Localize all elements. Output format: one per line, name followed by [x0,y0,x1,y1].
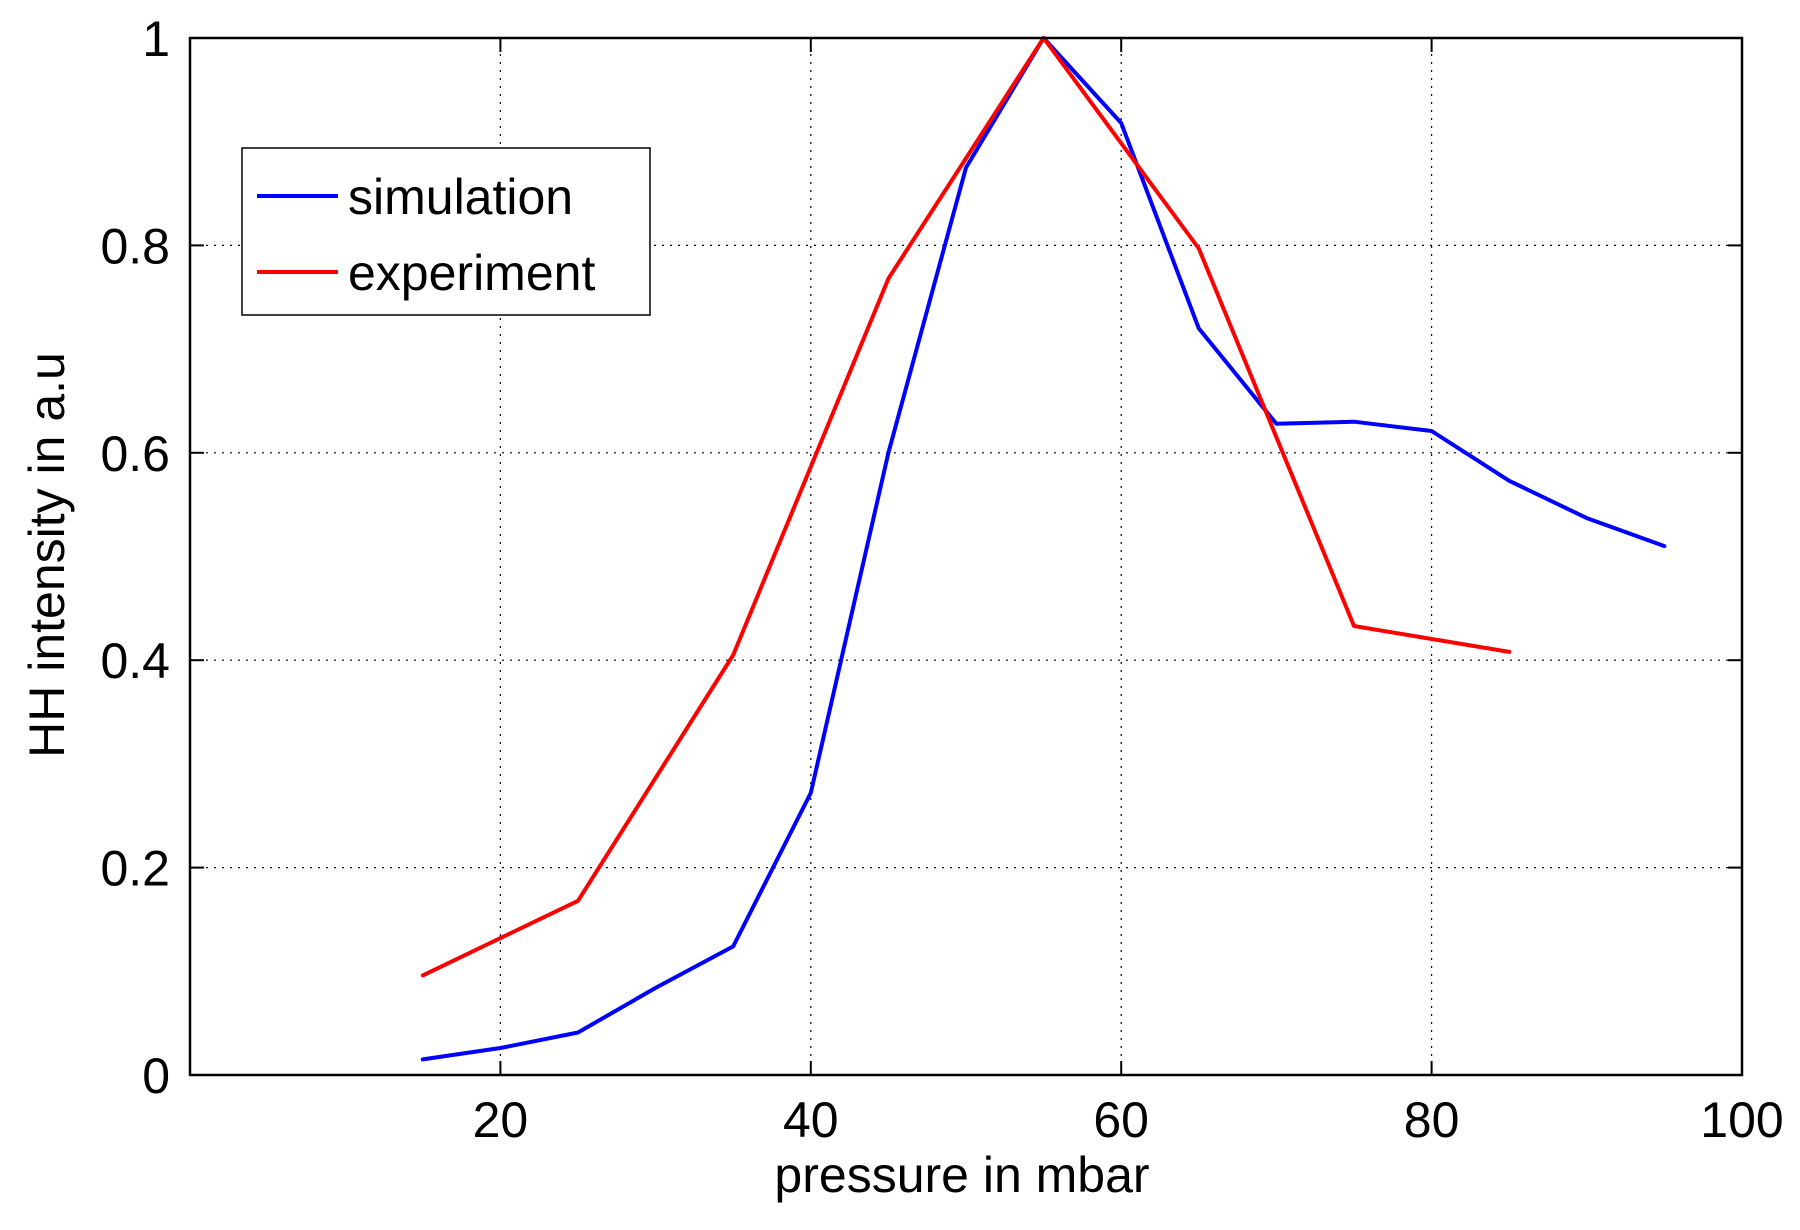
legend: simulation experiment [241,147,651,316]
series-line-experiment [420,36,1512,978]
y-axis-label: HH intensity in a.u [19,352,75,758]
x-tick-label: 80 [1404,1092,1460,1148]
y-tick-label: 0.8 [100,218,170,274]
tick-labels: 20 40 60 80 100 0 0.2 0.4 0.6 0.8 1 [100,11,1783,1148]
y-tick-label: 0 [142,1048,170,1104]
legend-label-experiment: experiment [348,245,595,301]
legend-box [241,147,651,316]
x-axis-label: pressure in mbar [774,1147,1149,1203]
plot-frame [188,36,1744,1077]
x-tick-label: 40 [783,1092,839,1148]
x-tick-label: 60 [1093,1092,1149,1148]
y-tick-label: 0.2 [100,841,170,897]
x-tick-label: 100 [1700,1092,1783,1148]
y-tick-label: 0.4 [100,633,170,689]
legend-label-simulation: simulation [348,169,573,225]
grid [190,38,1742,1075]
y-tick-label: 1 [142,11,170,67]
x-tick-label: 20 [473,1092,529,1148]
y-tick-label: 0.6 [100,426,170,482]
axis-ticks [190,37,1743,1076]
